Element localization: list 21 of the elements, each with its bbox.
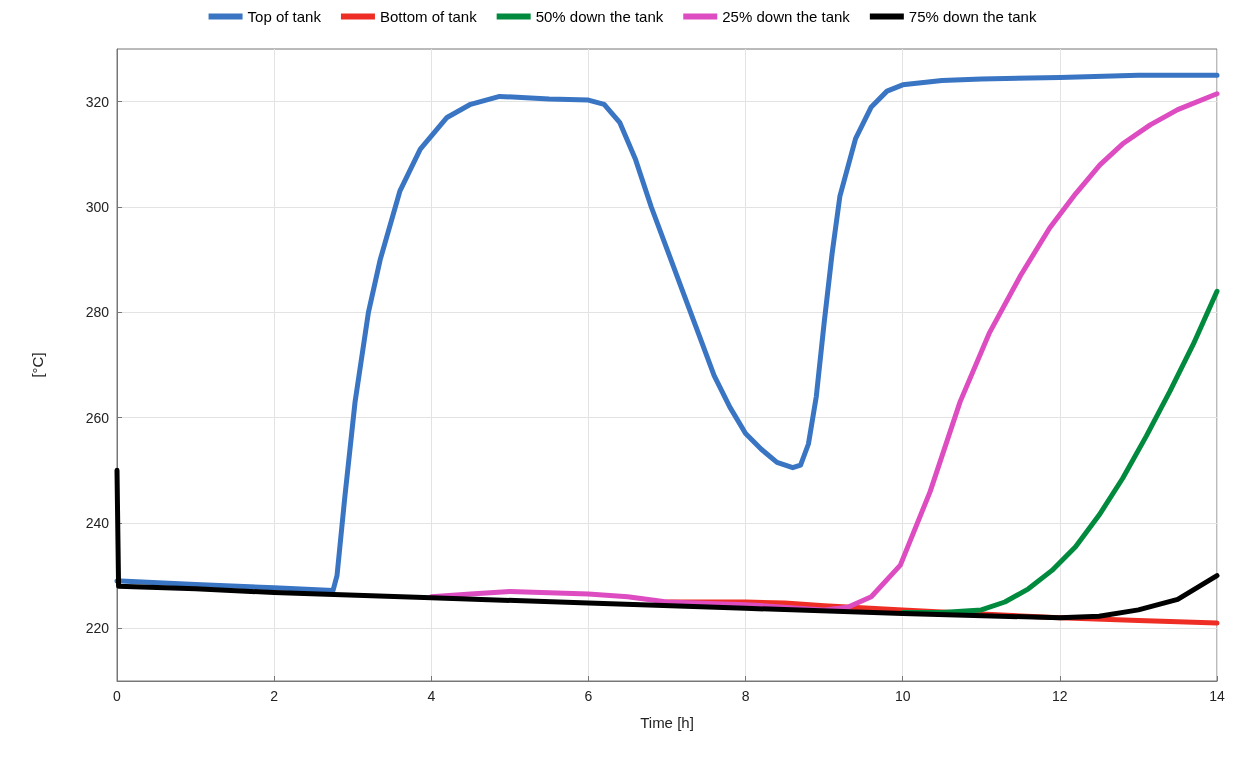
y-tick-label: 320 [85, 93, 110, 110]
legend-label: 50% down the tank [535, 8, 664, 25]
x-tick-label: 12 [1052, 688, 1068, 704]
legend-label: 75% down the tank [908, 8, 1037, 25]
x-tick-label: 2 [270, 688, 279, 704]
y-tick-label: 300 [85, 199, 110, 215]
y-tick-label: 260 [85, 409, 110, 426]
y-tick-label: 280 [85, 304, 110, 321]
x-tick-label: 0 [113, 688, 122, 704]
x-axis-title: Time [h] [640, 714, 694, 731]
x-tick-label: 14 [1209, 688, 1225, 704]
legend-label: Top of tank [247, 8, 322, 25]
x-tick-label: 6 [584, 688, 593, 704]
y-tick-label: 220 [85, 620, 110, 637]
y-axis-title: [°C] [29, 352, 46, 378]
x-tick-label: 4 [427, 688, 436, 704]
x-tick-label: 8 [741, 688, 750, 704]
x-tick-label: 10 [894, 688, 911, 704]
y-tick-label: 240 [85, 515, 110, 531]
legend-label: Bottom of tank [379, 8, 478, 25]
legend-label: 25% down the tank [722, 8, 851, 25]
